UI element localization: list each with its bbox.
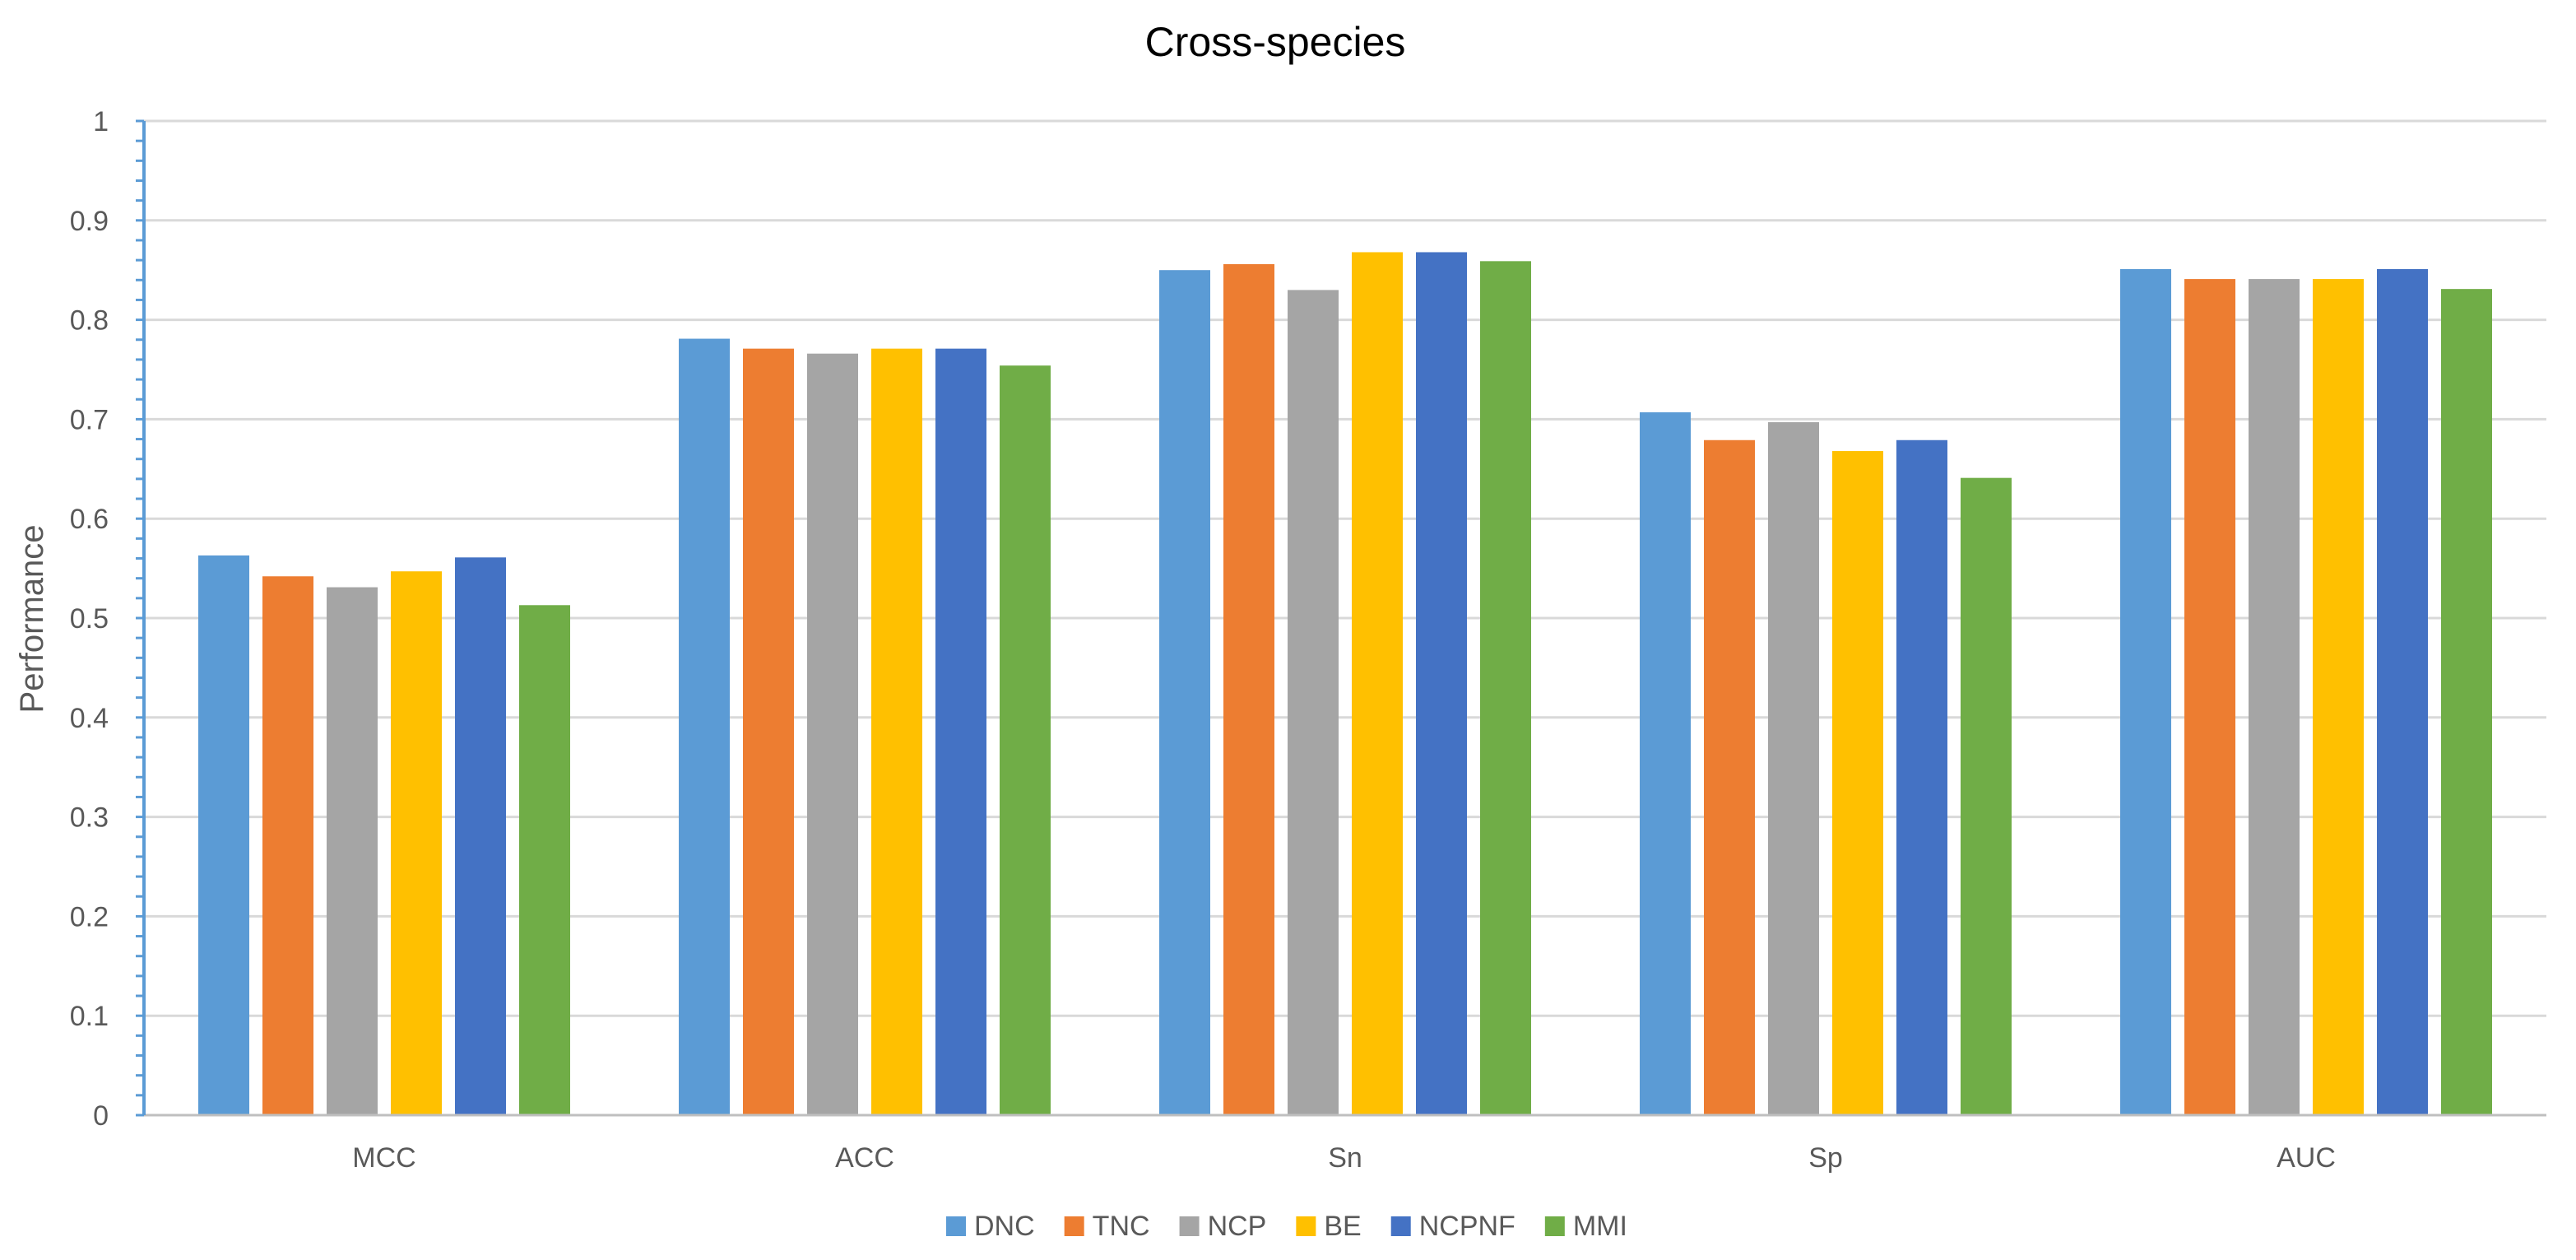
legend: DNC TNC NCP BE NCPNF MMI [946, 1211, 1627, 1242]
y-tick-label: 0.9 [70, 206, 109, 237]
legend-swatch [946, 1216, 966, 1236]
x-category-label: ACC [835, 1142, 894, 1174]
bar-tnc-acc [743, 348, 794, 1116]
bar-mmi-sn [1480, 261, 1531, 1115]
bar-mmi-mcc [519, 605, 570, 1115]
legend-label: NCP [1208, 1211, 1267, 1242]
legend-swatch [1390, 1216, 1411, 1236]
bar-tnc-mcc [262, 576, 313, 1115]
legend-item-mmi: MMI [1544, 1211, 1627, 1242]
bar-tnc-auc [2184, 279, 2235, 1115]
bars [198, 252, 2492, 1116]
x-category-label: AUC [2277, 1142, 2336, 1174]
bar-mmi-acc [1000, 365, 1051, 1116]
bar-ncpnf-auc [2377, 268, 2428, 1116]
bar-be-sn [1352, 252, 1403, 1115]
y-axis-title: Performance [14, 525, 50, 714]
y-tick-label: 0.5 [70, 603, 109, 635]
legend-item-ncpnf: NCPNF [1390, 1211, 1515, 1242]
y-tick-label: 0.8 [70, 305, 109, 337]
legend-label: NCPNF [1419, 1211, 1515, 1242]
bar-ncpnf-sp [1896, 439, 1947, 1115]
bar-be-sp [1832, 451, 1883, 1115]
y-tick-label: 0.7 [70, 404, 109, 435]
legend-item-be: BE [1296, 1211, 1362, 1242]
y-tick-label: 0.4 [70, 703, 109, 734]
bar-ncp-auc [2249, 279, 2300, 1115]
legend-swatch [1179, 1216, 1200, 1236]
bar-mmi-auc [2441, 289, 2492, 1116]
legend-swatch [1296, 1216, 1316, 1236]
bar-tnc-sp [1704, 439, 1755, 1115]
x-category-label: MCC [352, 1142, 415, 1174]
bar-ncp-acc [807, 353, 858, 1115]
y-tick-label: 0.6 [70, 504, 109, 535]
bar-be-acc [871, 348, 922, 1116]
bar-ncpnf-sn [1416, 252, 1467, 1115]
legend-item-tnc: TNC [1064, 1211, 1150, 1242]
y-tick-label: 0.3 [70, 802, 109, 834]
legend-item-dnc: DNC [946, 1211, 1035, 1242]
x-category-labels: MCC ACC Sn Sp AUC [352, 1142, 2336, 1174]
y-tick-label: 0 [93, 1100, 109, 1132]
legend-swatch [1064, 1216, 1084, 1236]
bar-tnc-sn [1223, 263, 1274, 1115]
legend-label: TNC [1093, 1211, 1150, 1242]
bar-dnc-mcc [198, 555, 249, 1115]
axes [136, 119, 2546, 1117]
bar-ncp-sp [1768, 422, 1819, 1115]
bar-dnc-sn [1159, 270, 1210, 1116]
x-category-label: Sp [1808, 1142, 1843, 1174]
x-category-label: Sn [1328, 1142, 1362, 1174]
y-tick-label: 1 [93, 106, 109, 137]
bar-dnc-acc [679, 338, 730, 1115]
legend-item-ncp: NCP [1179, 1211, 1267, 1242]
bar-mmi-sp [1961, 477, 2012, 1115]
y-tick-labels: 0 0.1 0.2 0.3 0.4 0.5 0.6 0.7 0.8 0.9 1 [70, 106, 109, 1132]
bar-be-auc [2313, 279, 2364, 1115]
y-tick-label: 0.1 [70, 1001, 109, 1032]
legend-label: BE [1324, 1211, 1361, 1242]
bar-ncp-sn [1288, 290, 1339, 1115]
bar-be-mcc [391, 571, 442, 1115]
bar-dnc-sp [1640, 411, 1691, 1116]
y-tick-label: 0.2 [70, 901, 109, 932]
legend-label: MMI [1573, 1211, 1627, 1242]
bar-ncpnf-acc [935, 348, 986, 1116]
chart-title: Cross-species [1145, 19, 1406, 65]
bar-ncp-mcc [327, 587, 378, 1115]
bar-ncpnf-mcc [455, 557, 506, 1115]
legend-label: DNC [974, 1211, 1035, 1242]
legend-swatch [1544, 1216, 1565, 1236]
bar-dnc-auc [2120, 268, 2171, 1116]
